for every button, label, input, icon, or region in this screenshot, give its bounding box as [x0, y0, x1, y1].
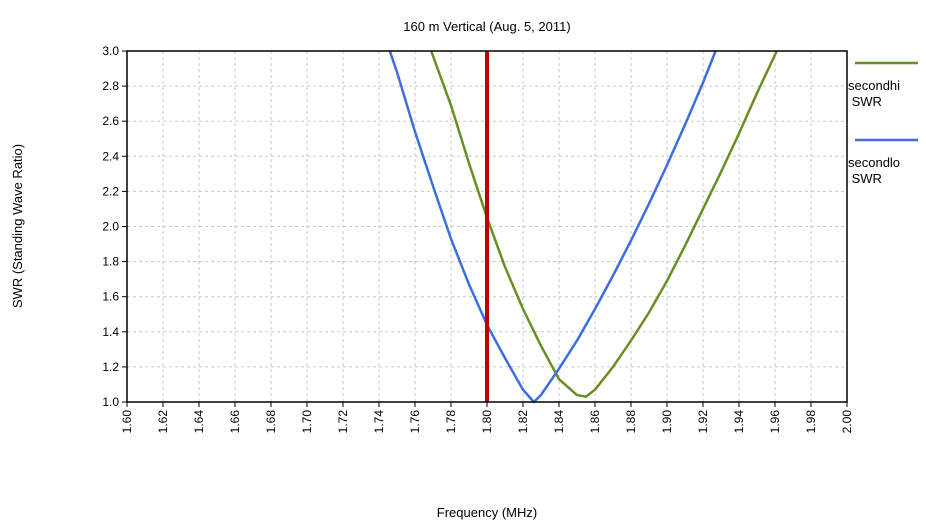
x-tick-label: 1.62: [156, 410, 170, 434]
y-tick-label: 3.0: [102, 44, 119, 58]
x-tick-label: 1.76: [408, 410, 422, 434]
y-tick-label: 1.4: [102, 325, 119, 339]
y-axis-title: SWR (Standing Wave Ratio): [10, 144, 25, 308]
x-tick-label: 2.00: [840, 410, 854, 434]
series-layer: [388, 50, 778, 404]
series-line-secondhi: [430, 50, 778, 398]
x-tick-label: 1.74: [372, 410, 386, 434]
y-tick-label: 2.2: [102, 184, 119, 198]
x-tick-label: 1.88: [624, 410, 638, 434]
x-tick-label: 1.80: [480, 410, 494, 434]
y-tick-label: 1.2: [102, 360, 119, 374]
chart-title: 160 m Vertical (Aug. 5, 2011): [403, 19, 570, 34]
y-tick-label: 2.0: [102, 220, 119, 234]
y-tick-label: 1.0: [102, 395, 119, 409]
y-tick-label: 1.8: [102, 255, 119, 269]
y-tick-label: 2.8: [102, 79, 119, 93]
y-tick-label: 2.6: [102, 114, 119, 128]
legend-label: secondhi SWR: [848, 78, 900, 109]
x-tick-label: 1.90: [660, 410, 674, 434]
x-tick-label: 1.60: [120, 410, 134, 434]
x-tick-label: 1.68: [264, 410, 278, 434]
x-tick-label: 1.82: [516, 410, 530, 434]
legend-label: secondlo SWR: [848, 155, 900, 186]
x-tick-label: 1.92: [696, 410, 710, 434]
x-tick-label: 1.86: [588, 410, 602, 434]
x-tick-label: 1.98: [804, 410, 818, 434]
y-tick-label: 2.4: [102, 149, 119, 163]
x-tick-label: 1.96: [768, 410, 782, 434]
x-axis-ticks: 1.60 1.62 1.64 1.66 1.68 1.70 1.72 1.74 1.76 1.78…: [120, 402, 854, 433]
x-tick-label: 1.64: [192, 410, 206, 434]
y-tick-label: 1.6: [102, 290, 119, 304]
legend: secondhi SWR secondlo SWR: [848, 61, 918, 186]
x-tick-label: 1.70: [300, 410, 314, 434]
x-tick-label: 1.66: [228, 410, 242, 434]
x-tick-label: 1.72: [336, 410, 350, 434]
x-tick-label: 1.84: [552, 410, 566, 434]
x-axis-title: Frequency (MHz): [437, 505, 537, 520]
x-tick-label: 1.94: [732, 410, 746, 434]
x-tick-label: 1.78: [444, 410, 458, 434]
series-line-secondlo: [388, 50, 717, 404]
y-axis-ticks: 1.0 1.2 1.4 1.6 1.8 2.0 2.2 2.4 2.6 2.8 3.0: [102, 44, 127, 409]
